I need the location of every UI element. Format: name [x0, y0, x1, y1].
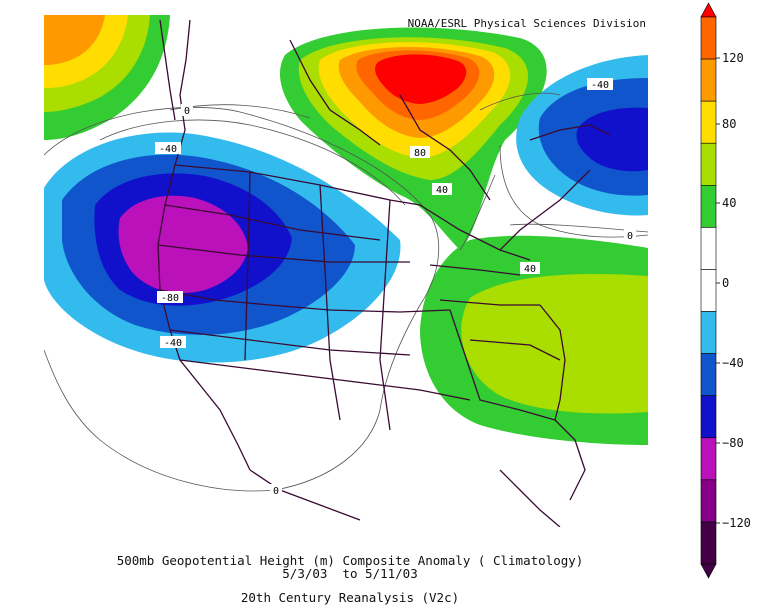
contour-label-neg40-sw: -40 — [164, 338, 182, 349]
colorbar-segment — [700, 437, 717, 481]
colorbar-segment — [700, 311, 717, 354]
colorbar-segment — [700, 227, 717, 270]
colorbar-label-neg40: −40 — [722, 356, 744, 370]
colorbar-label-120: 120 — [722, 51, 744, 65]
colorbar-segment — [700, 16, 717, 60]
contour-label-80-north: 80 — [414, 148, 426, 159]
colorbar-segment — [700, 269, 717, 312]
positive-anomaly-north — [280, 27, 547, 251]
contour-label-zero-south: 0 — [273, 486, 279, 497]
contour-label-neg40-west: -40 — [159, 144, 177, 155]
contour-label-40-north: 40 — [436, 185, 448, 196]
colorbar-segment — [700, 479, 717, 523]
contour-label-zero-nw: 0 — [184, 106, 190, 117]
colorbar-label-40: 40 — [722, 196, 737, 210]
colorbar-arrow-top — [700, 2, 717, 18]
colorbar-segment — [700, 521, 717, 565]
caption-dates: 5/3/03 to 5/11/03 — [282, 566, 418, 581]
caption-title: 500mb Geopotential Height (m) Composite … — [116, 553, 584, 568]
colorbar-segment — [700, 142, 717, 186]
negative-anomaly-northeast — [516, 55, 648, 216]
colorbar-segment — [700, 395, 717, 439]
colorbar-label-0: 0 — [722, 276, 730, 290]
negative-anomaly-west — [44, 132, 401, 363]
contour-labels: -40 -80 -40 0 0 80 40 -40 0 40 — [155, 78, 636, 497]
contour-label-neg80-west: -80 — [161, 293, 179, 304]
colorbar-label-neg120: −120 — [722, 516, 751, 530]
contour-label-neg40-northeast: -40 — [591, 80, 609, 91]
credit-label: NOAA/ESRL Physical Sciences Division — [407, 17, 646, 30]
map-plot-area: -40 -80 -40 0 0 80 40 -40 0 40 — [44, 15, 648, 527]
colorbar-segment — [700, 58, 717, 102]
contour-label-zero-east: 0 — [627, 231, 633, 242]
colorbar-label-neg80: −80 — [722, 436, 744, 450]
colorbar-segments — [700, 2, 717, 579]
colorbar — [700, 2, 720, 579]
colorbar-ticks — [716, 57, 720, 524]
colorbar-arrow-bottom — [700, 563, 717, 579]
colorbar-segment — [700, 353, 717, 396]
positive-anomaly-northwest — [44, 15, 170, 140]
caption-source: 20th Century Reanalysis (V2c) — [240, 590, 460, 605]
colorbar-label-80: 80 — [722, 117, 737, 131]
contour-label-40-east: 40 — [524, 264, 536, 275]
political-boundaries — [157, 19, 611, 527]
colorbar-segment — [700, 185, 717, 228]
colorbar-segment — [700, 100, 717, 144]
